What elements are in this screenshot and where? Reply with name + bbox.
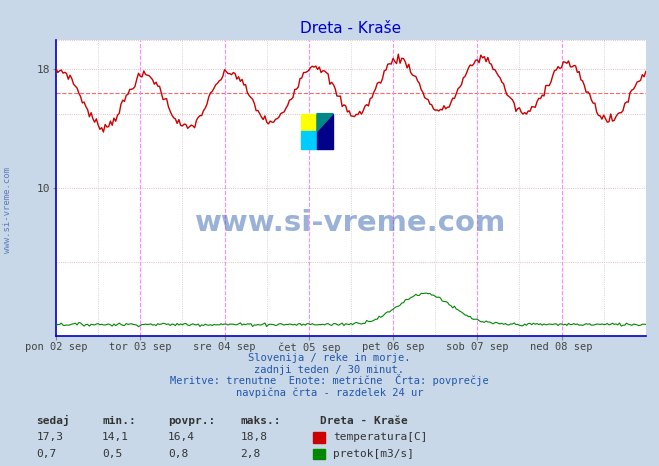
Text: 0,8: 0,8 xyxy=(168,449,188,459)
Text: 17,3: 17,3 xyxy=(36,432,63,442)
Text: 0,7: 0,7 xyxy=(36,449,57,459)
Text: zadnji teden / 30 minut.: zadnji teden / 30 minut. xyxy=(254,365,405,375)
Text: povpr.:: povpr.: xyxy=(168,416,215,426)
Text: 16,4: 16,4 xyxy=(168,432,195,442)
Text: 14,1: 14,1 xyxy=(102,432,129,442)
Text: navpična črta - razdelek 24 ur: navpična črta - razdelek 24 ur xyxy=(236,388,423,398)
Text: min.:: min.: xyxy=(102,416,136,426)
Text: Meritve: trenutne  Enote: metrične  Črta: povprečje: Meritve: trenutne Enote: metrične Črta: … xyxy=(170,375,489,386)
Text: pretok[m3/s]: pretok[m3/s] xyxy=(333,449,414,459)
Text: www.si-vreme.com: www.si-vreme.com xyxy=(3,167,13,253)
Text: sedaj: sedaj xyxy=(36,415,70,426)
Text: 18,8: 18,8 xyxy=(241,432,268,442)
Title: Dreta - Kraše: Dreta - Kraše xyxy=(301,21,401,36)
Text: Slovenija / reke in morje.: Slovenija / reke in morje. xyxy=(248,353,411,363)
Text: 2,8: 2,8 xyxy=(241,449,261,459)
Text: 0,5: 0,5 xyxy=(102,449,123,459)
Text: Dreta - Kraše: Dreta - Kraše xyxy=(320,416,407,426)
Text: maks.:: maks.: xyxy=(241,416,281,426)
Text: temperatura[C]: temperatura[C] xyxy=(333,432,427,442)
Text: www.si-vreme.com: www.si-vreme.com xyxy=(195,209,507,237)
